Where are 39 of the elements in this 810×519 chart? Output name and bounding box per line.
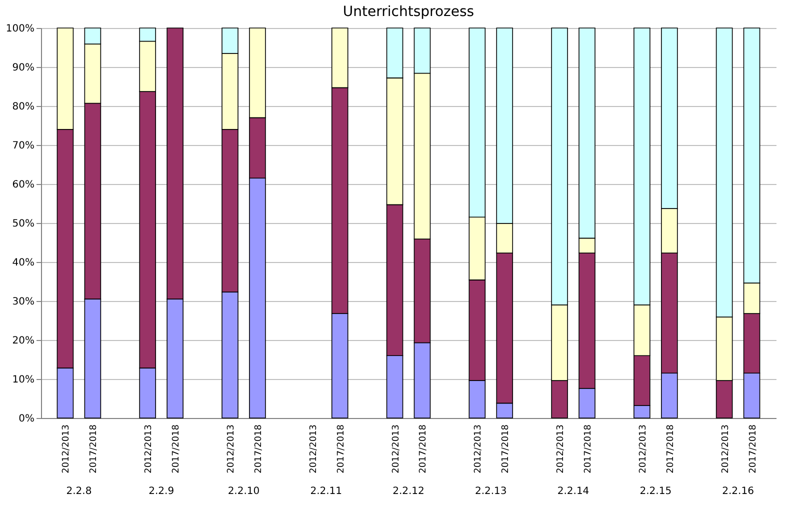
y-tick-label: 10% <box>12 374 34 386</box>
x-tick-label: 2012/2013 <box>474 424 484 474</box>
text: 2.2.16 <box>722 486 754 497</box>
y-tick-label: 20% <box>12 336 34 346</box>
x-tick-label: 2012/2013 <box>391 424 402 474</box>
x-tick-label: 2012/2013 <box>226 424 236 474</box>
text: 2.2.8 <box>66 486 92 497</box>
x-tick-label: 2012/2013 <box>144 424 154 474</box>
x-tick-label: 2017/2018 <box>748 424 758 474</box>
y-tick-label: 0% <box>18 414 34 424</box>
x-tick-label: 2012/2013 <box>556 424 566 474</box>
text: 2.2.11 <box>310 486 342 497</box>
x-tick-label: 2017/2018 <box>501 424 512 474</box>
y-tick-label: 50% <box>12 218 34 230</box>
x-tick-label: 2017/2018 <box>336 424 346 474</box>
x-tick-label: 2012/2013 <box>638 424 648 474</box>
text: 2.2.10 <box>228 486 260 497</box>
text: 2.2.15 <box>640 486 672 497</box>
x-tick-label: 2012/2013 <box>720 424 731 474</box>
x-tick-label: 2017/2018 <box>172 424 182 474</box>
y-tick-label: 70% <box>12 140 34 152</box>
text: 2.2.14 <box>557 486 590 497</box>
y-tick-label: 90% <box>12 62 34 74</box>
x-tick-label: 2012/2013 <box>62 424 72 474</box>
chart-title: Unterrichtsprozess <box>342 4 474 20</box>
y-tick-label: 40% <box>12 258 34 268</box>
text: 2.2.13 <box>474 486 507 497</box>
x-tick-label: 2017/2018 <box>418 424 429 474</box>
x-tick-label: 2012/2013 <box>308 424 319 474</box>
text: 2.2.9 <box>148 486 174 497</box>
y-tick-label: 80% <box>12 102 34 112</box>
x-tick-label: 2017/2018 <box>584 424 594 474</box>
x-tick-label: 2017/2018 <box>89 424 100 474</box>
x-tick-label: 2017/2018 <box>666 424 676 474</box>
text: 2.2.12 <box>392 486 424 497</box>
y-tick-label: 60% <box>12 180 34 190</box>
x-tick-label: 2017/2018 <box>254 424 264 474</box>
y-tick-label: 30% <box>12 296 34 308</box>
y-tick-label: 100% <box>6 24 34 34</box>
